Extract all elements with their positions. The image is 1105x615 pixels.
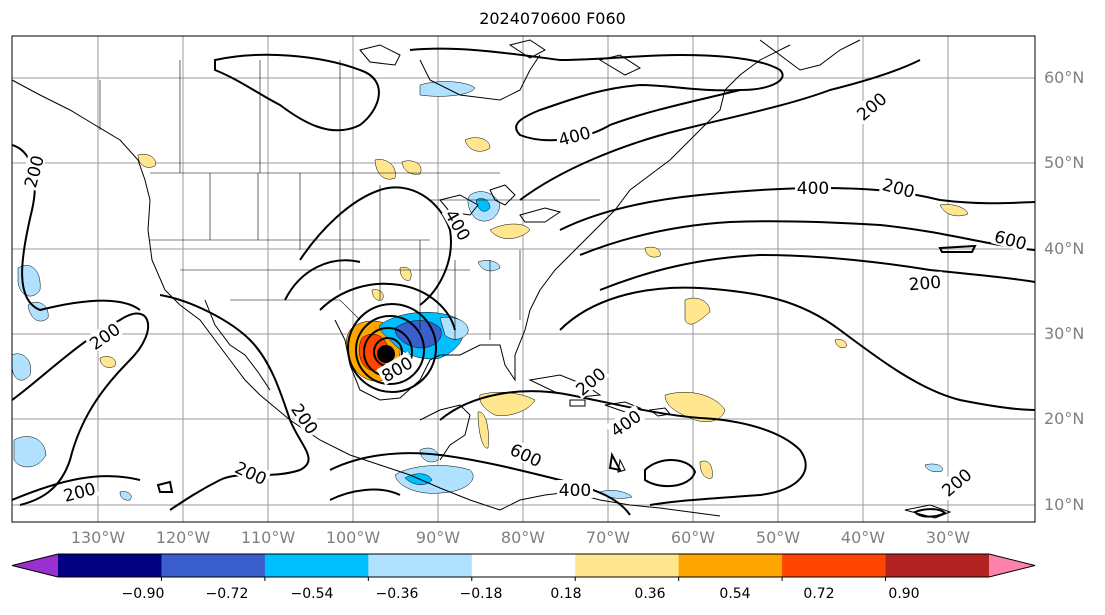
lon-label: 70°W: [585, 528, 631, 547]
colorbar: [11, 553, 1036, 581]
contour-label: 400: [797, 179, 829, 199]
lat-label: 10°N: [1044, 495, 1085, 514]
colorbar-swatch: [264, 554, 369, 577]
colorbar-extend-high: [989, 554, 1035, 577]
colorbar-tick-label: −0.54: [290, 586, 334, 602]
lon-label: 40°W: [840, 528, 886, 547]
lon-label: 80°W: [500, 528, 546, 547]
colorbar-extend-low: [12, 554, 58, 577]
lat-label: 20°N: [1044, 409, 1085, 428]
colorbar-swatch: [368, 554, 473, 577]
colorbar-swatch: [782, 554, 887, 577]
contour-label: 200: [853, 89, 891, 125]
colorbar-swatch: [575, 554, 680, 577]
contour-label: 200: [938, 465, 976, 501]
contour-label: 200: [880, 175, 917, 203]
lat-label: 40°N: [1044, 239, 1085, 258]
lat-label: 60°N: [1044, 68, 1085, 87]
coastlines: [12, 39, 952, 519]
colorbar-outline: [11, 553, 1036, 578]
contour-label: 200: [61, 479, 98, 507]
contour-label: 400: [559, 481, 591, 501]
colorbar-tick-label: 0.54: [719, 586, 751, 602]
contour-label: 600: [992, 227, 1029, 255]
lon-label: 110°W: [240, 528, 296, 547]
map-title: 2024070600 F060: [479, 9, 626, 28]
height-contours: [12, 47, 1035, 518]
lon-label: 120°W: [155, 528, 211, 547]
colorbar-swatch: [471, 554, 576, 577]
lon-label: 130°W: [70, 528, 126, 547]
colorbar-tick-label: −0.36: [375, 586, 419, 602]
colorbar-tick-label: −0.90: [121, 586, 165, 602]
colorbar-tick-label: 0.36: [634, 586, 666, 602]
lat-label: 30°N: [1044, 324, 1085, 343]
contour-label: 200: [21, 153, 49, 190]
colorbar-tick-label: 0.72: [803, 586, 835, 602]
colorbar-tick-label: −0.18: [459, 586, 503, 602]
lon-label: 90°W: [415, 528, 461, 547]
colorbar-swatch: [885, 554, 990, 577]
lat-label: 50°N: [1044, 153, 1085, 172]
contour-label: 200: [908, 273, 942, 296]
colorbar-tick-label: 0.18: [550, 586, 582, 602]
contour-label: 400: [556, 123, 593, 151]
lon-label: 50°W: [755, 528, 801, 547]
colorbar-swatch: [678, 554, 783, 577]
contour-label-group: 200 200 200 200 200 200 200 200 200 200 …: [19, 87, 1031, 507]
colorbar-swatch: [58, 554, 162, 577]
storm-center: [377, 345, 395, 363]
colorbar-tick-label: 0.90: [888, 586, 920, 602]
lon-label: 30°W: [925, 528, 971, 547]
colorbar-tick-label: −0.72: [205, 586, 249, 602]
map-frame: [11, 35, 1036, 523]
colorbar-swatch: [161, 554, 266, 577]
lon-label: 100°W: [325, 528, 381, 547]
lon-label: 60°W: [670, 528, 716, 547]
contour-label: 200: [572, 364, 610, 400]
political-borders: [99, 60, 600, 340]
